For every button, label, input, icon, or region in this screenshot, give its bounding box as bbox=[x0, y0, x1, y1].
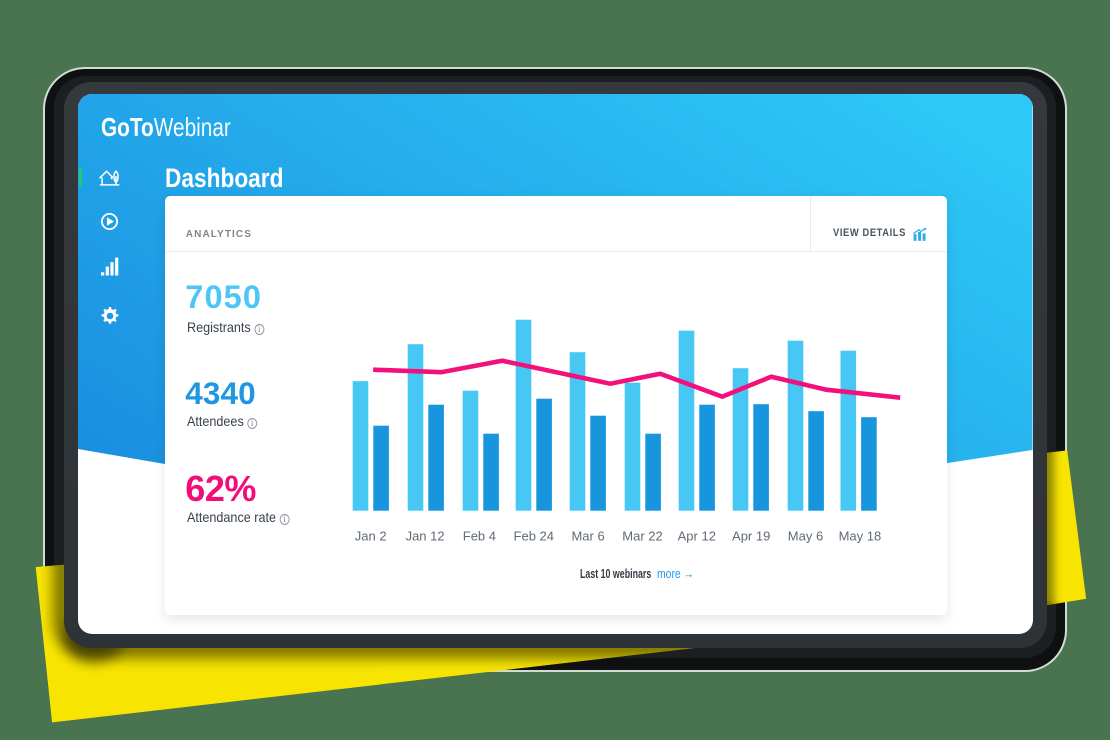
svg-text:May 18: May 18 bbox=[838, 529, 881, 544]
svg-text:Mar 6: Mar 6 bbox=[571, 529, 604, 544]
svg-text:Apr 19: Apr 19 bbox=[732, 529, 770, 544]
svg-text:Apr 12: Apr 12 bbox=[677, 529, 715, 544]
svg-text:Mar 22: Mar 22 bbox=[622, 529, 662, 544]
svg-text:Feb 4: Feb 4 bbox=[463, 529, 496, 544]
svg-text:Jan 2: Jan 2 bbox=[355, 529, 387, 544]
svg-text:May 6: May 6 bbox=[788, 529, 823, 544]
svg-text:Feb 24: Feb 24 bbox=[513, 529, 553, 544]
svg-text:Jan 12: Jan 12 bbox=[405, 529, 444, 544]
